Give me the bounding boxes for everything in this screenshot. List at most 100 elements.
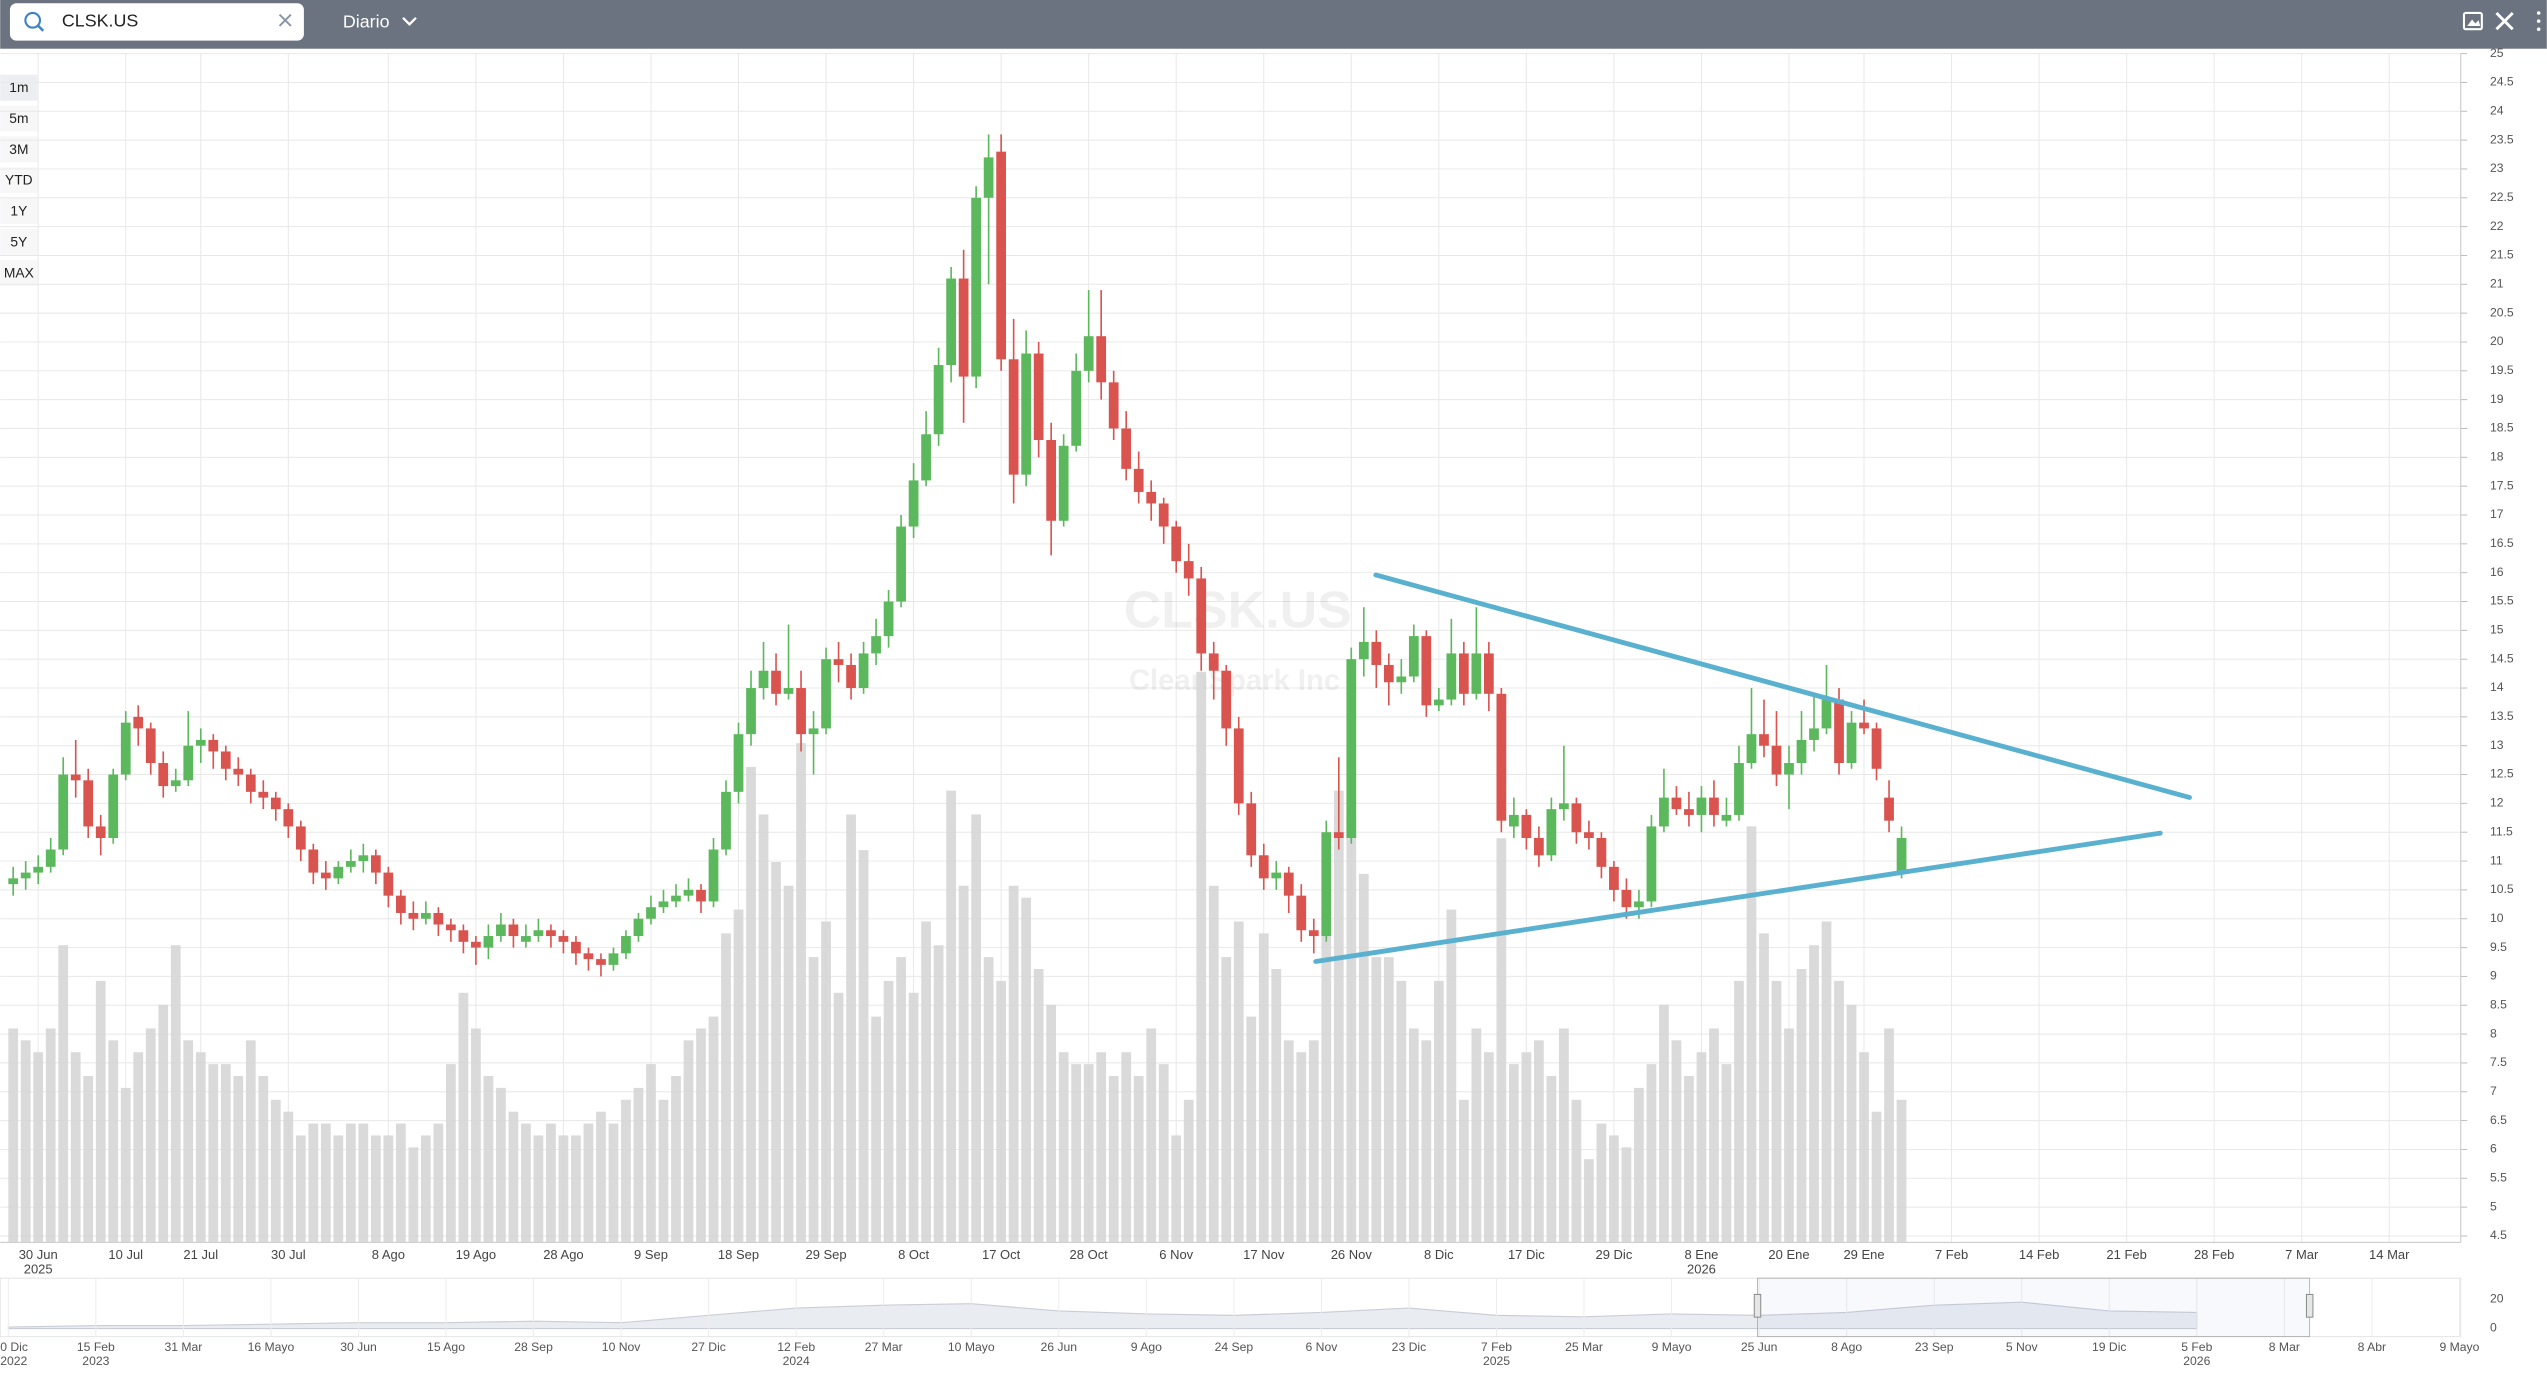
candle-body bbox=[571, 941, 581, 954]
volume-bar bbox=[320, 1123, 331, 1243]
candle-body bbox=[708, 849, 719, 902]
volume-bar bbox=[1771, 980, 1782, 1243]
volume-bar bbox=[1609, 1135, 1619, 1243]
range-button-label[interactable]: MAX bbox=[4, 265, 34, 280]
navigator-x-label: 25 Jun bbox=[1741, 1340, 1778, 1354]
candle-body bbox=[508, 924, 519, 937]
y-tick-label: 16 bbox=[2490, 565, 2504, 579]
x-tick-year: 2025 bbox=[24, 1261, 53, 1276]
volume-bar bbox=[1521, 1052, 1532, 1243]
menu-dot[interactable] bbox=[2536, 19, 2541, 23]
candle-body bbox=[646, 907, 656, 919]
candle-body bbox=[370, 855, 381, 873]
volume-bar bbox=[558, 1135, 569, 1243]
volume-bar bbox=[1283, 1040, 1294, 1243]
volume-bar bbox=[1546, 1076, 1557, 1243]
volume-bar bbox=[1496, 838, 1507, 1243]
symbol-input[interactable]: CLSK.US bbox=[62, 11, 139, 31]
y-tick-label: 22.5 bbox=[2490, 190, 2514, 204]
volume-bar bbox=[846, 814, 856, 1243]
range-button-label[interactable]: 1Y bbox=[10, 204, 27, 219]
candle-body bbox=[1221, 670, 1232, 729]
navigator-handle[interactable] bbox=[1753, 1293, 1762, 1318]
volume-bar bbox=[358, 1123, 369, 1243]
volume-bar bbox=[1208, 885, 1219, 1243]
volume-bar bbox=[1021, 897, 1032, 1243]
range-button-label[interactable]: 3M bbox=[9, 142, 28, 157]
navigator-x-label: 23 Sep bbox=[1915, 1340, 1954, 1354]
navigator-x-label: 27 Dic bbox=[691, 1340, 726, 1354]
range-button-label[interactable]: 5m bbox=[9, 111, 28, 126]
candle-body bbox=[1083, 336, 1094, 371]
candle-body bbox=[1483, 653, 1494, 694]
y-tick-label: 7.5 bbox=[2490, 1055, 2507, 1069]
volume-bar bbox=[583, 1123, 594, 1243]
candle-body bbox=[1784, 763, 1794, 775]
candle-body bbox=[1171, 526, 1182, 562]
candle-body bbox=[596, 959, 606, 965]
x-tick-label: 19 Ago bbox=[456, 1247, 496, 1262]
candle-body bbox=[908, 480, 919, 527]
search-box[interactable] bbox=[9, 3, 304, 41]
volume-bar bbox=[1121, 1052, 1132, 1243]
range-button-label[interactable]: 1m bbox=[9, 80, 28, 95]
menu-dot[interactable] bbox=[2536, 27, 2541, 32]
candle-body bbox=[746, 688, 756, 735]
volume-bar bbox=[258, 1076, 269, 1243]
x-tick-label: 8 Dic bbox=[1424, 1247, 1454, 1262]
volume-bar bbox=[1333, 790, 1344, 1243]
range-button[interactable] bbox=[0, 136, 38, 163]
range-button[interactable] bbox=[0, 105, 38, 132]
x-tick-label: 14 Feb bbox=[2019, 1247, 2059, 1262]
image-button[interactable] bbox=[2462, 11, 2483, 31]
range-button[interactable] bbox=[0, 74, 38, 101]
volume-bar bbox=[721, 933, 731, 1243]
volume-bar bbox=[471, 1028, 481, 1243]
x-tick-label: 17 Dic bbox=[1508, 1247, 1545, 1262]
candle-body bbox=[1809, 728, 1819, 740]
y-tick-label: 23.5 bbox=[2490, 132, 2514, 146]
range-button-label[interactable]: 5Y bbox=[10, 234, 27, 249]
candle-body bbox=[1621, 889, 1632, 908]
navigator-handle[interactable] bbox=[2305, 1293, 2314, 1318]
y-tick-label: 13 bbox=[2490, 738, 2504, 752]
y-tick-label: 11.5 bbox=[2490, 824, 2513, 838]
clear-button[interactable] bbox=[278, 13, 292, 27]
candle-body bbox=[1834, 699, 1844, 764]
volume-bar bbox=[1258, 933, 1269, 1243]
volume-bar bbox=[58, 945, 69, 1243]
volume-bar bbox=[433, 1123, 444, 1243]
volume-bar bbox=[1146, 1028, 1157, 1243]
y-tick-label: 12.5 bbox=[2490, 767, 2514, 781]
range-button[interactable] bbox=[0, 229, 38, 255]
volume-bar bbox=[1884, 1028, 1894, 1243]
volume-bar bbox=[295, 1135, 306, 1243]
volume-bar bbox=[1308, 1040, 1319, 1243]
navigator-x-label: 25 Mar bbox=[1565, 1340, 1603, 1354]
volume-bar bbox=[1046, 1004, 1057, 1243]
volume-bar bbox=[1321, 909, 1332, 1243]
candle-body bbox=[883, 601, 894, 637]
y-tick-label: 22 bbox=[2490, 219, 2504, 233]
candle-body bbox=[1609, 866, 1619, 890]
range-button[interactable] bbox=[0, 167, 38, 194]
navigator-y-label: 0 bbox=[2490, 1321, 2497, 1335]
navigator-x-label: 26 Jun bbox=[1041, 1340, 1078, 1354]
volume-bar bbox=[195, 1052, 206, 1243]
menu-dot[interactable] bbox=[2536, 11, 2541, 15]
x-tick-label: 8 Oct bbox=[898, 1247, 929, 1262]
navigator-x-year: 2025 bbox=[1483, 1354, 1510, 1368]
candle-body bbox=[933, 365, 944, 435]
y-tick-label: 20.5 bbox=[2490, 305, 2514, 319]
range-button-label[interactable]: YTD bbox=[5, 173, 33, 188]
range-button[interactable] bbox=[0, 259, 38, 286]
navigator-selection[interactable] bbox=[1757, 1277, 2311, 1338]
close-button[interactable] bbox=[2495, 11, 2514, 31]
candle-body bbox=[1521, 814, 1532, 838]
candle-body bbox=[483, 936, 494, 948]
volume-bar bbox=[383, 1135, 394, 1243]
search-icon bbox=[24, 11, 42, 29]
range-button[interactable] bbox=[0, 198, 38, 225]
interval-dropdown[interactable]: Diario bbox=[343, 11, 390, 31]
candle-body bbox=[921, 434, 931, 481]
